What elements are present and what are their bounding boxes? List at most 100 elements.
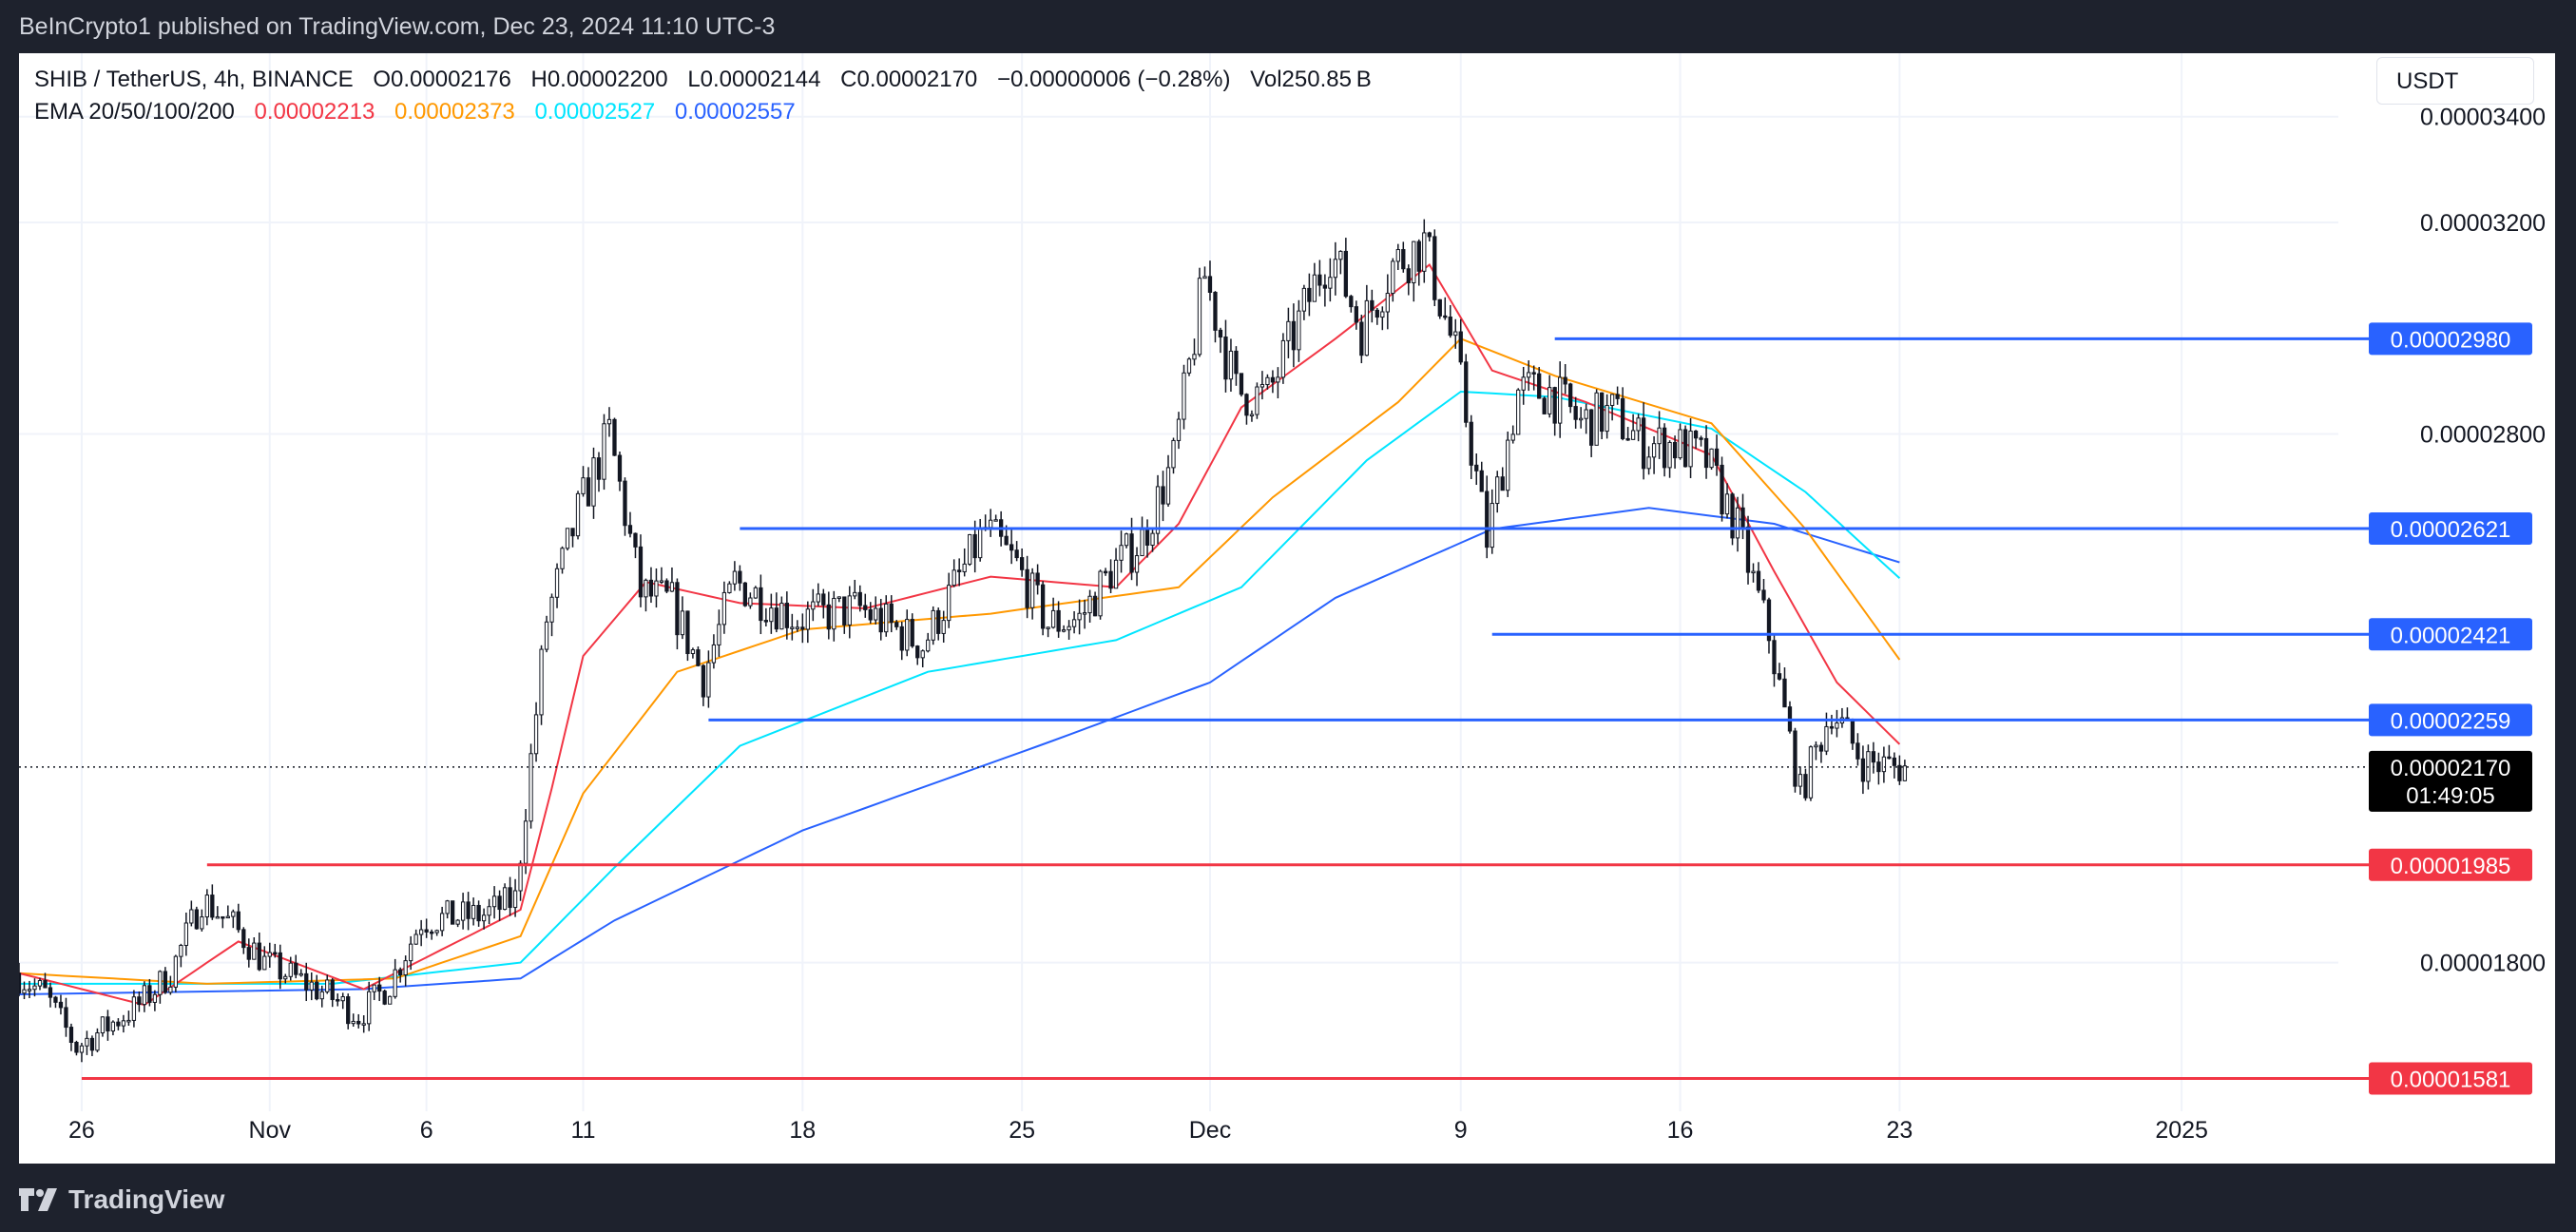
- legend-ema100: 0.00002527: [534, 99, 656, 125]
- candle-body: [231, 911, 236, 917]
- candlestick: [1297, 299, 1301, 362]
- currency-button[interactable]: USDT: [2376, 57, 2534, 105]
- candle-body: [497, 895, 502, 911]
- candlestick: [27, 980, 32, 999]
- candlestick: [1416, 239, 1421, 286]
- candlestick: [1391, 258, 1395, 302]
- brand-name: TradingView: [68, 1184, 225, 1214]
- candlestick: [58, 994, 64, 1015]
- candlestick: [163, 967, 168, 994]
- candle-body: [1703, 437, 1709, 469]
- candle-body: [1197, 278, 1202, 356]
- candlestick: [612, 417, 617, 456]
- candlestick: [1328, 258, 1333, 302]
- candle-body: [74, 1041, 79, 1053]
- candlestick: [1876, 752, 1881, 785]
- candle-body: [278, 952, 282, 980]
- candle-body: [1772, 640, 1777, 675]
- candlestick: [1588, 409, 1594, 457]
- candlestick: [68, 1023, 74, 1051]
- candlestick: [304, 962, 309, 1002]
- candle-body: [1646, 456, 1651, 470]
- candlestick: [721, 581, 727, 634]
- candlestick: [1082, 599, 1087, 629]
- y-tick-label: 0.00001800: [2420, 951, 2546, 977]
- chart-canvas[interactable]: 0.00002980 0.00002621 0.00002421 0.00002259…: [19, 53, 2555, 1164]
- candlestick: [874, 596, 878, 625]
- candlestick: [1703, 425, 1709, 479]
- candle-body: [1401, 249, 1406, 270]
- candle-body: [221, 915, 225, 919]
- candle-body: [947, 585, 952, 622]
- candlestick: [1479, 461, 1484, 492]
- price-tag-label: 0.00001985: [2391, 854, 2511, 879]
- candle-body: [1855, 742, 1860, 760]
- candle-body: [575, 492, 581, 537]
- candlestick: [179, 943, 183, 968]
- candlestick: [602, 414, 606, 491]
- candlestick: [319, 985, 324, 1008]
- brand[interactable]: TradingView: [19, 1184, 224, 1215]
- candle-body: [1584, 409, 1588, 419]
- legend-ema-label[interactable]: EMA 20/50/100/200: [34, 99, 235, 125]
- candle-body: [1453, 331, 1458, 337]
- candlestick: [241, 927, 246, 954]
- candlestick: [1092, 591, 1098, 617]
- candlestick: [617, 451, 623, 491]
- candlestick: [1301, 284, 1307, 320]
- chart-panel[interactable]: 0.00002980 0.00002621 0.00002421 0.00002259…: [19, 53, 2555, 1164]
- candle-body: [1594, 392, 1599, 446]
- candle-body: [481, 914, 487, 922]
- candle-body: [554, 568, 560, 598]
- candlestick: [1453, 318, 1458, 349]
- candle-body: [1510, 433, 1515, 441]
- candlestick: [905, 609, 910, 657]
- candlestick: [1568, 382, 1573, 414]
- candlestick: [288, 956, 293, 981]
- candlestick: [361, 1015, 366, 1033]
- candle-body: [377, 984, 382, 992]
- candlestick: [1818, 741, 1824, 763]
- candle-body: [304, 972, 309, 991]
- candlestick: [899, 621, 904, 661]
- candle-body: [100, 1016, 106, 1034]
- candlestick: [1259, 371, 1265, 400]
- candlestick: [74, 1040, 79, 1056]
- candle-body: [1730, 493, 1735, 539]
- candle-body: [1490, 503, 1494, 549]
- bottom-bar: TradingView: [0, 1164, 2576, 1232]
- candlestick: [1067, 620, 1071, 640]
- candle-body: [367, 991, 372, 1025]
- candlestick: [1474, 453, 1479, 486]
- candlestick: [22, 981, 27, 1000]
- candlestick: [455, 918, 460, 928]
- candlestick: [1291, 303, 1297, 368]
- candlestick: [1740, 493, 1745, 540]
- candle-body: [1735, 507, 1740, 539]
- candlestick: [340, 992, 345, 1010]
- candlestick: [952, 559, 956, 587]
- candle-body: [1029, 572, 1035, 608]
- candle-body: [163, 971, 168, 993]
- candle-body: [769, 607, 774, 623]
- candlestick: [894, 620, 899, 630]
- candle-body: [1228, 350, 1234, 380]
- candle-body: [1568, 383, 1573, 408]
- candle-body: [1797, 774, 1803, 787]
- candle-body: [168, 986, 173, 993]
- candle-body: [1098, 570, 1103, 617]
- candlestick: [158, 970, 163, 1004]
- candle-body: [1270, 376, 1276, 383]
- candlestick: [1077, 599, 1082, 635]
- candle-body: [1437, 298, 1442, 317]
- candlestick: [1150, 529, 1155, 552]
- candlestick: [1270, 370, 1276, 394]
- candlestick: [1761, 578, 1766, 604]
- candlestick: [1087, 589, 1092, 623]
- candle-body: [1108, 570, 1113, 589]
- candle-body: [1625, 437, 1630, 441]
- candle-body: [200, 916, 204, 930]
- candlestick: [497, 890, 502, 921]
- candle-body: [210, 895, 215, 918]
- legend-symbol[interactable]: SHIB / TetherUS, 4h, BINANCE: [34, 67, 354, 92]
